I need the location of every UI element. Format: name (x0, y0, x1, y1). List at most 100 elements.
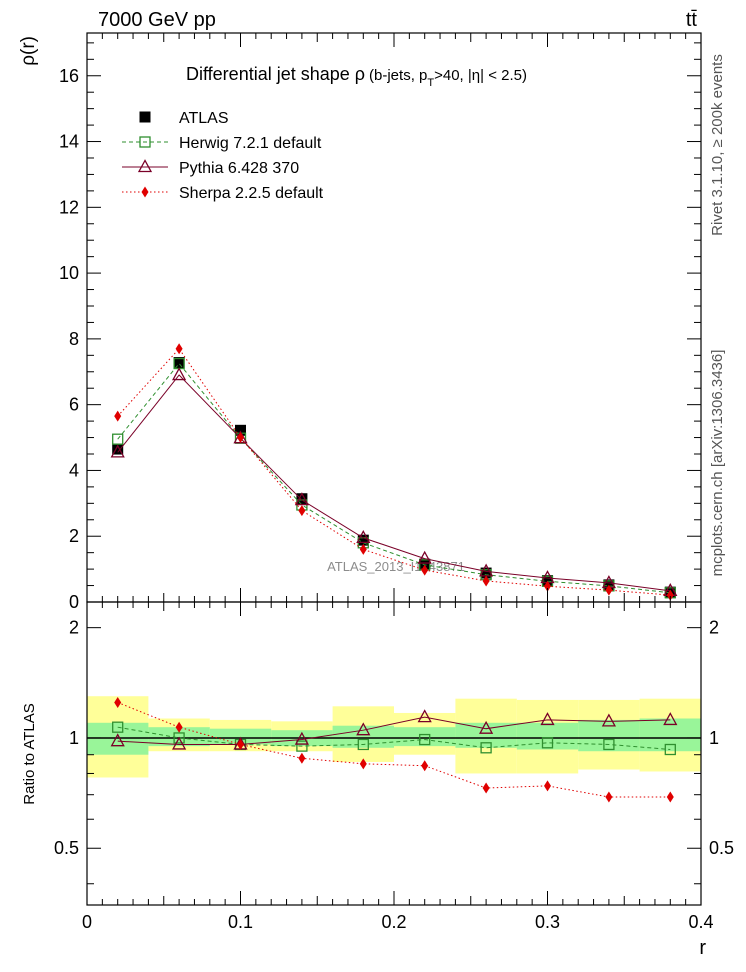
ratio-y-tick-label-right: 1 (709, 728, 719, 748)
y-tick-label: 4 (69, 460, 79, 480)
data-point-pythia-6-428-370 (294, 492, 309, 506)
data-point-sherpa-2-2-5-default (175, 343, 183, 355)
ratio-point-sherpa-2-2-5-default (114, 696, 122, 708)
ratio-y-tick-label-right: 2 (709, 618, 719, 638)
data-point-sherpa-2-2-5-default (114, 410, 122, 422)
stat-uncertainty-band (455, 722, 517, 748)
ratio-series-layer (110, 696, 678, 803)
mcplots-label: mcplots.cern.ch [arXiv:1306.3436] (709, 350, 726, 577)
y-tick-label: 8 (69, 329, 79, 349)
data-point-pythia-6-428-370 (417, 550, 432, 564)
data-point-atlas (419, 558, 431, 570)
data-point-sherpa-2-2-5-default (482, 575, 490, 587)
legend-entry-sherpa-2-2-5-default: Sherpa 2.2.5 default (122, 185, 324, 202)
ratio-point-pythia-6-428-370 (172, 736, 187, 750)
ratio-y-tick-label-right: 0.5 (709, 838, 734, 858)
rivet-label: Rivet 3.1.10, ≥ 200k events (709, 54, 726, 236)
ratio-point-sherpa-2-2-5-default (482, 782, 490, 794)
data-point-atlas (235, 424, 246, 436)
ratio-point-pythia-6-428-370 (356, 722, 371, 736)
ratio-y-tick-label: 2 (69, 618, 79, 638)
ratio-point-pythia-6-428-370 (540, 712, 555, 726)
ratio-point-herwig-7-2-1-default (419, 733, 431, 746)
stat-uncertainty-band (639, 718, 701, 752)
ratio-line-pythia-6-428-370 (117, 716, 671, 745)
ratio-point-herwig-7-2-1-default (603, 738, 615, 751)
ratio-point-sherpa-2-2-5-default (237, 738, 244, 750)
legend-label: Pythia 6.428 370 (179, 160, 299, 177)
data-point-pythia-6-428-370 (172, 367, 187, 381)
ratio-point-sherpa-2-2-5-default (605, 791, 613, 803)
ratio-point-sherpa-2-2-5-default (421, 760, 429, 772)
process-label: tt̄ (686, 9, 698, 31)
ratio-point-sherpa-2-2-5-default (298, 752, 306, 764)
legend-marker (139, 136, 151, 148)
y-tick-label: 6 (69, 395, 79, 415)
y-tick-label: 16 (59, 66, 79, 86)
ratio-point-pythia-6-428-370 (601, 713, 616, 727)
legend-entry-herwig-7-2-1-default: Herwig 7.2.1 default (122, 135, 322, 152)
stat-uncertainty-band (516, 722, 579, 750)
legend-label: ATLAS (179, 110, 229, 127)
x-tick-label: 0.2 (381, 912, 406, 932)
ratio-point-herwig-7-2-1-default (664, 743, 676, 756)
y-tick-label: 0 (69, 592, 79, 612)
chart-title: Differential jet shape ρ (b-jets, pT>40, … (186, 64, 527, 89)
ratio-point-pythia-6-428-370 (110, 733, 125, 747)
legend-entry-pythia-6-428-370: Pythia 6.428 370 (122, 159, 299, 177)
ratio-line-herwig-7-2-1-default (117, 726, 671, 750)
stat-uncertainty-band (578, 719, 640, 752)
data-point-sherpa-2-2-5-default (666, 589, 674, 601)
stat-uncertainty-band (332, 725, 394, 748)
x-tick-label: 0 (82, 912, 92, 932)
ratio-point-sherpa-2-2-5-default (666, 791, 674, 803)
legend-label: Sherpa 2.2.5 default (179, 185, 324, 202)
data-point-atlas (173, 357, 185, 369)
data-point-pythia-6-428-370 (110, 444, 125, 458)
stat-uncertainty-band (394, 727, 456, 747)
ratio-series-pythia-6-428-370 (110, 709, 678, 750)
ratio-point-herwig-7-2-1-default (357, 738, 369, 751)
series-line-sherpa-2-2-5-default (117, 347, 671, 596)
legend-marker (139, 111, 151, 123)
x-tick-label: 0.3 (535, 912, 560, 932)
ratio-y-tick-label: 0.5 (54, 838, 79, 858)
x-axis-label: r (699, 937, 706, 959)
y-tick-label: 14 (59, 132, 79, 152)
data-point-atlas (480, 567, 492, 579)
ratio-point-pythia-6-428-370 (294, 731, 309, 745)
data-point-sherpa-2-2-5-default (359, 543, 367, 555)
ratio-point-sherpa-2-2-5-default (359, 758, 367, 770)
legend-entry-atlas: ATLAS (139, 110, 229, 127)
data-point-sherpa-2-2-5-default (298, 505, 306, 517)
ratio-line-sherpa-2-2-5-default (117, 701, 671, 798)
series-sherpa-2-2-5-default (114, 343, 674, 601)
legend-label: Herwig 7.2.1 default (179, 135, 322, 152)
legend: ATLAS Herwig 7.2.1 default Pythia 6.428 37… (122, 110, 324, 202)
energy-label: 7000 GeV pp (98, 9, 216, 31)
stat-uncertainty-band (87, 722, 149, 755)
ratio-series-sherpa-2-2-5-default (114, 696, 674, 803)
data-point-sherpa-2-2-5-default (421, 564, 429, 576)
ratio-point-herwig-7-2-1-default (173, 732, 185, 744)
legend-marker (137, 159, 153, 173)
data-point-atlas (357, 534, 369, 546)
ratio-point-sherpa-2-2-5-default (544, 780, 551, 792)
data-point-sherpa-2-2-5-default (544, 580, 551, 592)
ratio-point-pythia-6-428-370 (417, 709, 432, 723)
data-point-pythia-6-428-370 (356, 530, 371, 544)
ratio-bands (87, 696, 701, 778)
legend-marker (141, 186, 149, 198)
ratio-point-herwig-7-2-1-default (480, 742, 492, 754)
data-point-sherpa-2-2-5-default (237, 432, 244, 444)
ratio-y-axis-label: Ratio to ATLAS (21, 703, 38, 804)
y-tick-label: 12 (59, 197, 79, 217)
data-point-atlas (542, 575, 553, 587)
series-line-pythia-6-428-370 (117, 374, 671, 592)
ratio-point-herwig-7-2-1-default (296, 740, 308, 752)
x-tick-label: 0.4 (688, 912, 713, 932)
data-point-atlas (296, 493, 308, 505)
ratio-y-tick-label: 1 (69, 728, 79, 748)
